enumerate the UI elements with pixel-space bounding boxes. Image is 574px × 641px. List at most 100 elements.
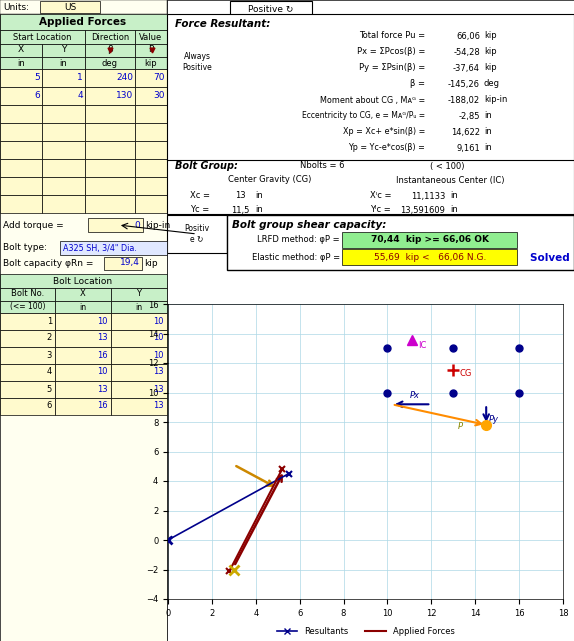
- Text: 70: 70: [153, 74, 165, 83]
- Text: kip: kip: [144, 258, 158, 267]
- Text: 1: 1: [77, 74, 83, 83]
- Text: 4: 4: [46, 367, 52, 376]
- Text: 13: 13: [98, 385, 108, 394]
- Text: -145,26: -145,26: [448, 79, 480, 88]
- Bar: [85, 105, 135, 123]
- Text: Value: Value: [139, 33, 162, 42]
- Text: 13: 13: [235, 192, 245, 201]
- Text: in: in: [484, 112, 492, 121]
- Text: in: in: [17, 58, 25, 67]
- Bar: [42, 141, 85, 159]
- Text: Yp = Yc-e*cos(β) =: Yp = Yc-e*cos(β) =: [348, 144, 425, 153]
- Text: 9,161: 9,161: [456, 144, 480, 153]
- Bar: [85, 195, 135, 213]
- Bar: [42, 44, 85, 57]
- Bar: [104, 257, 142, 270]
- Text: Always
Positive: Always Positive: [182, 53, 212, 72]
- Text: Xᴄ =: Xᴄ =: [190, 192, 210, 201]
- Text: 1: 1: [46, 317, 52, 326]
- Bar: [0, 30, 85, 44]
- Text: X: X: [18, 46, 24, 54]
- Bar: [0, 274, 167, 288]
- Bar: [230, 1, 312, 19]
- Bar: [0, 87, 42, 105]
- Text: P: P: [457, 422, 463, 431]
- Bar: [135, 44, 167, 57]
- Text: in: in: [255, 206, 263, 215]
- Bar: [111, 398, 167, 415]
- Text: 6: 6: [34, 92, 40, 101]
- Bar: [42, 195, 85, 213]
- Bar: [111, 381, 167, 398]
- Bar: [135, 87, 167, 105]
- Bar: [135, 57, 167, 69]
- Text: Bolt No.: Bolt No.: [11, 290, 44, 299]
- Bar: [85, 159, 135, 177]
- Bar: [85, 69, 135, 87]
- Text: Moment about CG , Mᴀᴳ =: Moment about CG , Mᴀᴳ =: [320, 96, 425, 104]
- Text: LRFD method: φP =: LRFD method: φP =: [257, 235, 340, 244]
- Text: Bolt Location: Bolt Location: [53, 276, 113, 285]
- Bar: [85, 87, 135, 105]
- Text: 30: 30: [153, 92, 165, 101]
- Bar: [135, 105, 167, 123]
- Bar: [0, 381, 55, 398]
- Bar: [60, 241, 167, 255]
- Bar: [0, 364, 55, 381]
- Bar: [55, 398, 111, 415]
- Bar: [342, 249, 517, 265]
- Text: Instantaneous Center (IC): Instantaneous Center (IC): [395, 176, 504, 185]
- Text: Bolt type:: Bolt type:: [3, 244, 47, 253]
- Bar: [0, 14, 167, 30]
- Bar: [42, 57, 85, 69]
- Text: -54,28: -54,28: [453, 47, 480, 56]
- Text: kip: kip: [145, 58, 157, 67]
- Text: 13: 13: [153, 401, 164, 410]
- Text: 14,622: 14,622: [451, 128, 480, 137]
- Text: 11,5: 11,5: [231, 206, 249, 215]
- Bar: [0, 398, 55, 415]
- Text: Positiv
e ↻: Positiv e ↻: [184, 224, 210, 244]
- Bar: [111, 301, 167, 313]
- Bar: [55, 313, 111, 330]
- Text: Units:: Units:: [3, 3, 29, 12]
- Text: IC: IC: [418, 342, 427, 351]
- Text: 13: 13: [98, 333, 108, 342]
- Text: X: X: [80, 290, 86, 299]
- Text: 13: 13: [153, 367, 164, 376]
- Bar: [55, 364, 111, 381]
- Bar: [0, 69, 42, 87]
- Text: Py: Py: [488, 415, 498, 424]
- Text: Bolt Group:: Bolt Group:: [175, 161, 238, 171]
- Text: in: in: [60, 58, 67, 67]
- Text: Total force Pu =: Total force Pu =: [359, 31, 425, 40]
- Text: Yᴵᴄ =: Yᴵᴄ =: [370, 206, 391, 215]
- Bar: [85, 141, 135, 159]
- Bar: [55, 288, 111, 301]
- Text: β: β: [107, 46, 113, 54]
- Text: CG: CG: [460, 369, 472, 378]
- Text: Xᴵᴄ =: Xᴵᴄ =: [370, 192, 391, 201]
- Bar: [342, 232, 517, 248]
- Bar: [42, 177, 85, 195]
- Bar: [135, 177, 167, 195]
- Text: in: in: [255, 192, 263, 201]
- Text: in: in: [450, 206, 457, 215]
- Bar: [85, 57, 135, 69]
- Text: 10: 10: [153, 333, 164, 342]
- Bar: [0, 0, 167, 14]
- Text: -2,85: -2,85: [459, 112, 480, 121]
- Text: 10: 10: [153, 317, 164, 326]
- Bar: [0, 288, 55, 301]
- Bar: [111, 313, 167, 330]
- Bar: [111, 364, 167, 381]
- Bar: [227, 215, 574, 270]
- Text: 13,591609: 13,591609: [400, 206, 445, 215]
- Bar: [0, 123, 42, 141]
- Text: 10: 10: [98, 367, 108, 376]
- Text: 66,06: 66,06: [456, 31, 480, 40]
- Text: Force Resultant:: Force Resultant:: [175, 19, 270, 29]
- Text: in: in: [79, 303, 87, 312]
- Text: Start Location: Start Location: [13, 33, 71, 42]
- Text: Nbolts = 6: Nbolts = 6: [300, 162, 344, 171]
